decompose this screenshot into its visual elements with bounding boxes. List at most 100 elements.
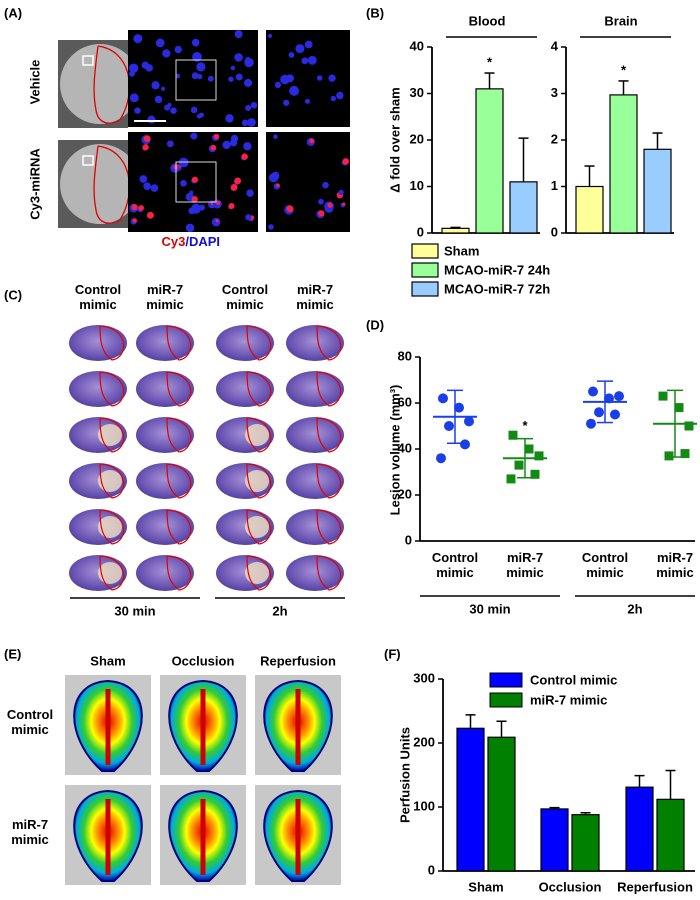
dapi-nucleus xyxy=(244,78,253,87)
lesion-outline xyxy=(316,325,342,361)
lesion-outline xyxy=(99,371,125,407)
dapi-nucleus xyxy=(134,107,141,114)
dapi-nucleus xyxy=(316,75,323,81)
dapi-nucleus xyxy=(170,107,177,115)
data-point xyxy=(438,393,448,404)
dapi-nucleus xyxy=(267,33,273,38)
cy3-signal xyxy=(230,183,238,191)
cy3-signal xyxy=(234,177,242,185)
y-tick-label: 100 xyxy=(413,798,435,813)
infarct xyxy=(245,562,269,584)
y-tick-label: 200 xyxy=(413,734,435,749)
lesion-outline xyxy=(246,463,272,499)
brain-slice xyxy=(286,371,344,407)
y-tick-label: 10 xyxy=(410,178,424,193)
dapi-nucleus xyxy=(188,207,195,215)
dapi-nucleus xyxy=(247,118,256,127)
y-tick-label: 0 xyxy=(405,532,412,547)
cy3-signal xyxy=(286,205,294,213)
legend-swatch xyxy=(411,281,439,297)
dapi-nucleus xyxy=(245,214,252,221)
lesion-outline xyxy=(99,509,125,545)
dapi-nucleus xyxy=(246,189,254,197)
cy3-signal xyxy=(143,135,151,143)
cy3-signal xyxy=(131,204,138,211)
cy3-signal xyxy=(309,138,315,144)
stain-label: Cy3/DAPI xyxy=(161,234,220,249)
y-tick-label: 300 xyxy=(413,670,435,685)
y-tick-label: 40 xyxy=(398,440,412,455)
column-header: Occlusion xyxy=(172,653,235,668)
data-point xyxy=(684,421,694,431)
column-header: Control mimic xyxy=(221,282,269,312)
dapi-nucleus xyxy=(143,182,152,191)
data-point xyxy=(658,391,668,401)
brain-slice xyxy=(136,325,194,361)
bar xyxy=(625,786,654,872)
lesion-outline xyxy=(99,325,125,361)
brain-slice xyxy=(136,509,194,545)
dapi-nucleus xyxy=(245,104,252,112)
brain-slice xyxy=(216,371,274,407)
dapi-nucleus xyxy=(330,95,337,102)
legend-label: MCAO-miR-7 72h xyxy=(444,281,550,296)
dapi-nucleus xyxy=(322,181,329,189)
y-tick-label: 20 xyxy=(398,486,412,501)
dapi-nucleus xyxy=(283,99,290,106)
panel-label: (B) xyxy=(366,5,384,20)
dapi-nucleus xyxy=(139,175,148,183)
lesion-outline xyxy=(316,509,342,545)
bar xyxy=(487,736,516,872)
dapi-nucleus xyxy=(185,223,195,233)
dapi-nucleus xyxy=(151,81,160,90)
cy3-signal xyxy=(191,196,198,203)
cy3-signal xyxy=(142,144,149,151)
dapi-nucleus xyxy=(191,38,200,47)
x-tick-label: Reperfusion xyxy=(617,879,693,894)
panel-label: (D) xyxy=(366,317,384,332)
dapi-nucleus xyxy=(301,57,309,65)
dapi-nucleus xyxy=(133,34,143,44)
legend-label: miR-7 mimic xyxy=(530,692,607,707)
y-tick-label: 3 xyxy=(551,85,558,100)
cy3-signal xyxy=(146,211,154,219)
zoom-box xyxy=(175,161,217,203)
panel-title: Brain xyxy=(604,13,637,28)
group-label: 2h xyxy=(627,601,642,616)
significance-mark: * xyxy=(487,54,493,69)
bar xyxy=(643,148,672,234)
infarct xyxy=(98,424,122,446)
data-point xyxy=(514,460,524,470)
cy3-signal xyxy=(132,218,137,223)
dapi-nucleus xyxy=(190,106,198,114)
dapi-nucleus xyxy=(147,115,156,124)
brain-slice xyxy=(136,555,194,591)
panel-label: (E) xyxy=(4,646,21,661)
cy3-signal xyxy=(342,202,346,206)
lesion-outline xyxy=(246,509,272,545)
data-point xyxy=(454,402,464,413)
data-point xyxy=(674,403,684,413)
legend-label: Sham xyxy=(444,243,479,258)
dapi-nucleus xyxy=(241,119,249,127)
roi-box xyxy=(82,55,94,66)
lesion-outline xyxy=(166,509,192,545)
cy3-signal xyxy=(210,144,217,151)
lesion-outline xyxy=(246,325,272,361)
data-point xyxy=(506,474,516,484)
data-point xyxy=(464,416,474,427)
y-tick-label: 0 xyxy=(417,224,424,239)
cy3-signal xyxy=(342,158,350,165)
lesion-outline xyxy=(316,555,342,591)
dapi-nucleus xyxy=(234,30,243,39)
lesion-outline xyxy=(316,463,342,499)
data-point xyxy=(534,451,544,461)
dapi-nucleus xyxy=(155,38,165,48)
data-point xyxy=(436,453,446,464)
dapi-nucleus xyxy=(280,74,290,85)
legend-label: Control mimic xyxy=(530,672,617,687)
panel-title: Blood xyxy=(469,13,506,28)
dapi-nucleus xyxy=(328,74,336,82)
legend-swatch xyxy=(489,692,523,708)
cy3-signal xyxy=(216,200,221,206)
